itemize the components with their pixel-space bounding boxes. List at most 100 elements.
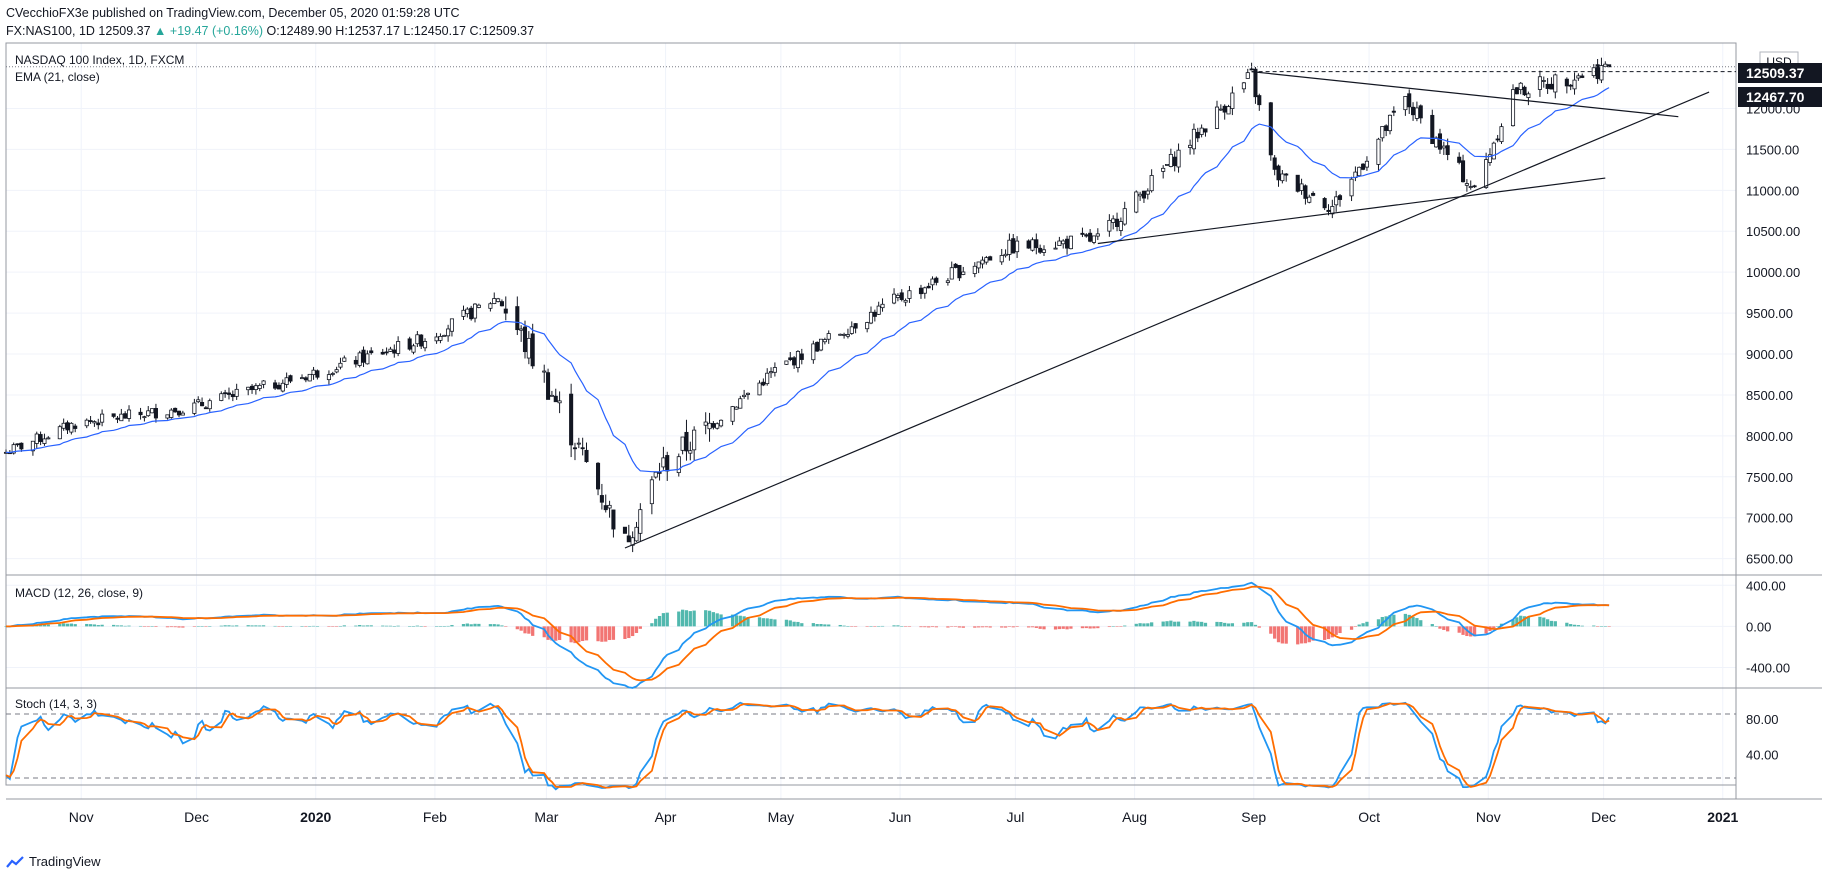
- candle-body: [119, 413, 124, 422]
- candle-body: [515, 306, 520, 331]
- macd-histogram-bar: [984, 626, 988, 628]
- macd-histogram-bar: [823, 624, 827, 627]
- macd-histogram-bar: [1038, 626, 1042, 629]
- candle-body: [611, 509, 616, 530]
- macd-histogram-bar: [58, 623, 62, 627]
- macd-histogram-bar: [342, 625, 346, 627]
- chart-canvas[interactable]: NASDAQ 100 Index, 1D, FXCM EMA (21, clos…: [0, 0, 1828, 843]
- macd-histogram-bar: [661, 613, 666, 627]
- candle-body: [584, 449, 589, 463]
- candle-body: [1334, 196, 1339, 206]
- trendlines[interactable]: [6, 66, 1736, 549]
- stoch-tick-label: 80.00: [1746, 712, 1779, 727]
- candle-body: [1461, 160, 1466, 183]
- candle-body: [246, 386, 251, 391]
- macd-histogram-bar: [200, 626, 204, 627]
- candle-body: [999, 255, 1004, 263]
- macd-histogram-bar: [1246, 622, 1250, 627]
- macd-histogram-bar: [1592, 625, 1596, 627]
- candle-body: [1061, 240, 1066, 245]
- time-axis-label: 2020: [300, 809, 331, 825]
- macd-histogram-bar: [469, 624, 473, 627]
- macd-histogram-bar: [219, 625, 223, 627]
- candle-body: [176, 410, 182, 416]
- macd-histogram-bar: [496, 624, 500, 627]
- candle-body: [11, 444, 16, 454]
- time-axis-label: 2021: [1707, 809, 1738, 825]
- candle-body: [838, 333, 843, 336]
- ema-price-label: 12467.70: [1746, 89, 1805, 105]
- macd-histogram-bar: [127, 625, 131, 627]
- macd-histogram-bar: [488, 624, 493, 627]
- macd-histogram-bar: [1169, 620, 1173, 627]
- macd-histogram-bar: [677, 611, 681, 627]
- candle-body: [553, 395, 558, 403]
- candle-body: [772, 367, 777, 373]
- candle-body: [200, 402, 205, 407]
- candle-body: [1361, 163, 1366, 170]
- candle-body: [961, 271, 966, 275]
- macd-histogram-bar: [650, 623, 654, 627]
- macd-histogram-bar: [177, 626, 181, 628]
- trendline: [624, 91, 1710, 549]
- candle-body: [1391, 110, 1396, 113]
- macd-histogram-bar: [934, 626, 938, 628]
- candle-body: [407, 338, 412, 350]
- tradingview-brand[interactable]: TradingView: [6, 854, 101, 869]
- macd-histogram-bar: [1469, 626, 1473, 637]
- candle-body: [1080, 232, 1085, 235]
- candle-body: [769, 371, 774, 374]
- macd-histogram-bar: [46, 624, 50, 627]
- macd-histogram-bar: [1192, 620, 1196, 627]
- candle-body: [1257, 95, 1262, 106]
- macd-histogram-bar: [1545, 619, 1550, 627]
- candle-body: [742, 394, 747, 398]
- candle-body: [1015, 240, 1020, 253]
- candle-body: [1053, 247, 1058, 250]
- candle-body: [738, 398, 743, 409]
- macd-histogram-bar: [665, 612, 669, 627]
- candle-body: [42, 438, 47, 444]
- candle-body: [465, 308, 470, 315]
- trendline: [1251, 71, 1679, 118]
- macd-histogram-bar: [227, 625, 231, 627]
- macd-histogram-bar: [927, 626, 931, 628]
- ohlc-values: O:12489.90 H:12537.17 L:12450.17 C:12509…: [266, 24, 535, 38]
- candle-body: [311, 369, 316, 376]
- macd-histogram-bar: [1173, 621, 1177, 627]
- candle-body: [972, 265, 977, 274]
- candle-body: [984, 257, 989, 263]
- candle-body: [1349, 178, 1354, 197]
- candle-body: [257, 385, 262, 389]
- macd-histogram-bar: [1026, 626, 1031, 628]
- candle-body: [1149, 175, 1154, 192]
- candle-body: [1091, 235, 1097, 243]
- candle-body: [461, 309, 466, 317]
- macd-histogram-bar: [273, 625, 277, 627]
- candle-body: [1545, 83, 1550, 89]
- macd-histogram-bar: [434, 626, 439, 627]
- macd-histogram-bar: [1580, 625, 1584, 627]
- candle-body: [530, 333, 535, 367]
- macd-histogram-bar: [711, 612, 716, 627]
- candle-body: [957, 264, 962, 279]
- symbol-label[interactable]: FX:NAS100, 1D: [6, 24, 95, 38]
- candle-body: [434, 336, 439, 342]
- candle-body: [1176, 149, 1181, 168]
- macd-histogram-bar: [796, 621, 800, 627]
- candle-body: [596, 462, 601, 490]
- macd-histogram-bar: [734, 615, 739, 627]
- macd-histogram-bar: [1330, 626, 1334, 638]
- candle-body: [165, 414, 170, 419]
- price-axis-ticks: 12000.00 11500.00 11000.00 10500.00 10000.00…: [1746, 101, 1800, 566]
- symbol-ohlc-line: FX:NAS100, 1D 12509.37 ▲ +19.47 (+0.16%)…: [6, 22, 534, 40]
- candle-body: [19, 442, 24, 450]
- candle-body: [142, 416, 147, 419]
- candle-body: [1487, 154, 1492, 163]
- candle-body: [1326, 209, 1331, 212]
- candle-body: [115, 417, 120, 420]
- macd-histogram-bar: [1446, 626, 1450, 632]
- candle-body: [499, 301, 504, 307]
- macd-histogram-bar: [1472, 626, 1477, 637]
- time-axis-label: Mar: [534, 809, 558, 825]
